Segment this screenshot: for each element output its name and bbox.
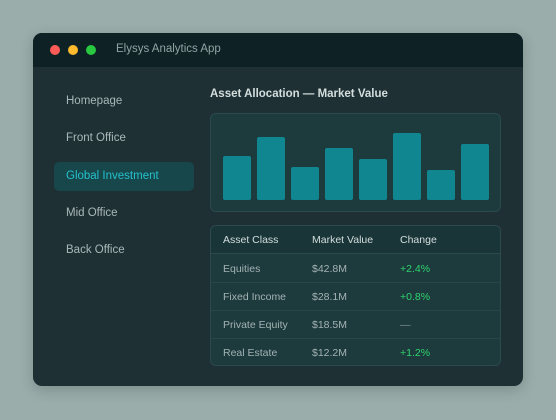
table-header: Asset Class Market Value Change	[211, 226, 500, 254]
cell-asset-class: Fixed Income	[223, 291, 287, 303]
app-window: Elysys Analytics App Homepage Front Offi…	[33, 33, 523, 386]
chart-bar	[393, 133, 421, 200]
sidebar-item-global-investment[interactable]: Global Investment	[54, 162, 194, 191]
cell-market-value: $12.2M	[312, 347, 348, 359]
minimize-window-button[interactable]	[68, 45, 78, 55]
section-title: Asset Allocation — Market Value	[210, 88, 388, 100]
cell-change: +2.4%	[400, 263, 431, 275]
cell-change: +1.2%	[400, 347, 431, 359]
cell-asset-class: Real Estate	[223, 347, 278, 359]
sidebar-item-mid-office[interactable]: Mid Office	[66, 207, 118, 219]
table-row[interactable]: Fixed Income $28.1M +0.8%	[211, 282, 500, 311]
header-change: Change	[400, 234, 437, 246]
chart-bar	[257, 137, 285, 200]
sidebar-item-back-office[interactable]: Back Office	[66, 244, 125, 256]
sidebar-item-homepage[interactable]: Homepage	[66, 95, 123, 107]
cell-market-value: $18.5M	[312, 319, 348, 331]
table-row[interactable]: Private Equity $18.5M —	[211, 310, 500, 339]
app-title: Elysys Analytics App	[116, 43, 221, 55]
cell-asset-class: Private Equity	[223, 319, 288, 331]
chart-bar	[461, 144, 489, 200]
chart-bar	[359, 159, 387, 200]
chart-bar	[291, 167, 319, 200]
cell-market-value: $42.8M	[312, 263, 348, 275]
chart-bar	[223, 156, 251, 200]
header-asset-class: Asset Class	[223, 234, 279, 246]
asset-table: Asset Class Market Value Change Equities…	[210, 225, 501, 366]
cell-market-value: $28.1M	[312, 291, 348, 303]
title-bar: Elysys Analytics App	[33, 33, 523, 67]
chart-card	[210, 113, 501, 212]
bar-chart	[223, 133, 489, 200]
cell-change: —	[400, 319, 411, 331]
close-window-button[interactable]	[50, 45, 60, 55]
table-row[interactable]: Equities $42.8M +2.4%	[211, 254, 500, 283]
cell-change: +0.8%	[400, 291, 431, 303]
sidebar-item-front-office[interactable]: Front Office	[66, 132, 126, 144]
chart-bar	[427, 170, 455, 200]
maximize-window-button[interactable]	[86, 45, 96, 55]
header-market-value: Market Value	[312, 234, 374, 246]
cell-asset-class: Equities	[223, 263, 261, 275]
chart-bar	[325, 148, 353, 200]
table-row[interactable]: Real Estate $12.2M +1.2%	[211, 338, 500, 365]
